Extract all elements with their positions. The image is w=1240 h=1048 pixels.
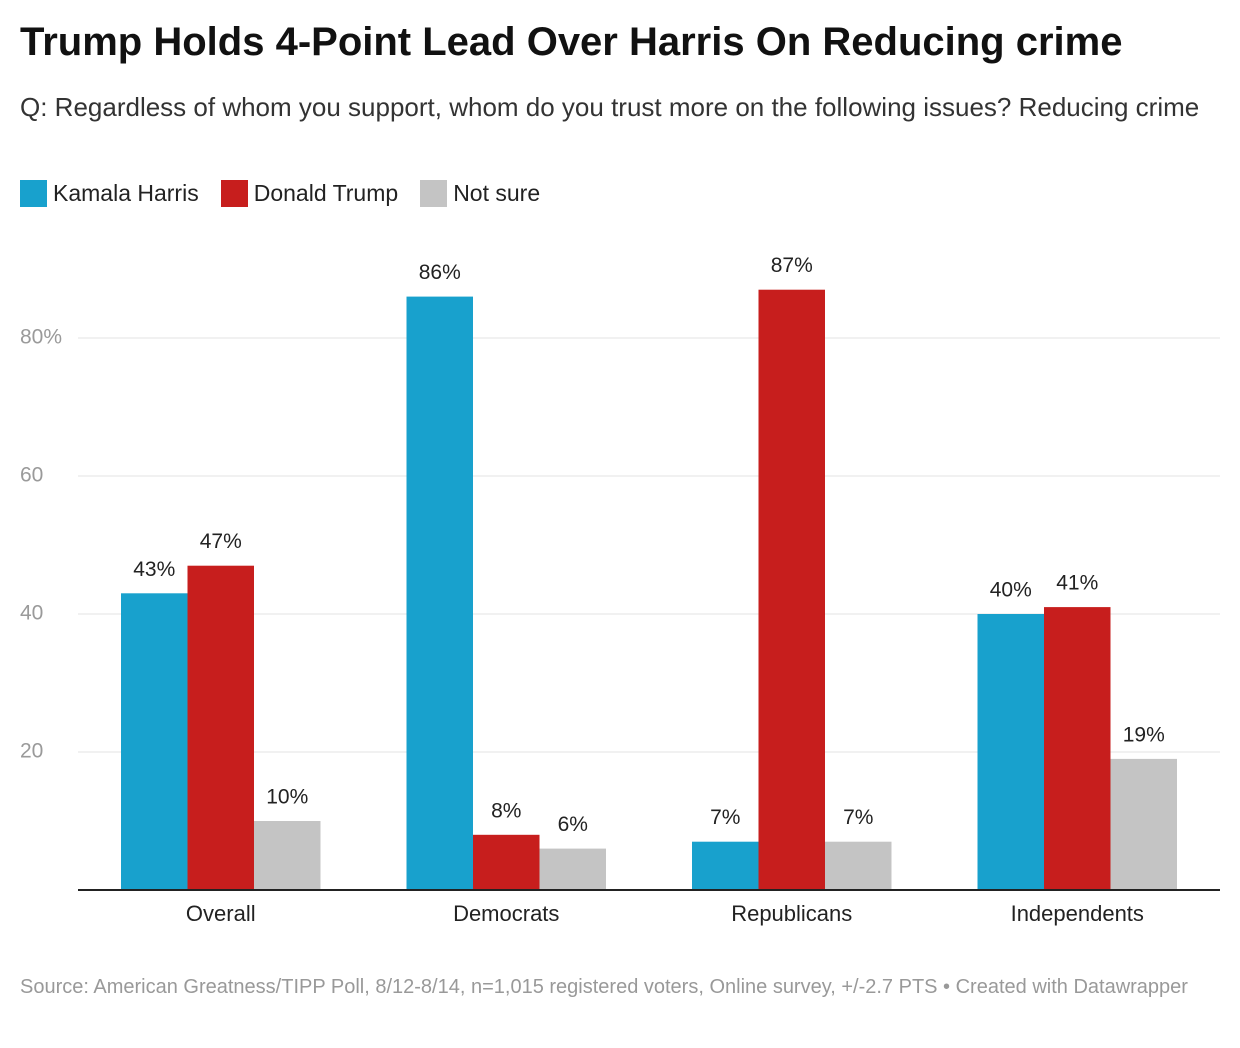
y-tick-label: 60 — [20, 464, 43, 487]
y-tick-label: 40 — [20, 602, 43, 625]
legend-item: Not sure — [420, 180, 540, 207]
bar — [1044, 607, 1111, 890]
value-label: 8% — [491, 799, 521, 822]
bar — [187, 565, 254, 890]
value-label: 10% — [266, 786, 308, 809]
value-label: 6% — [558, 813, 588, 836]
chart-subtitle: Q: Regardless of whom you support, whom … — [20, 92, 1200, 122]
value-label: 43% — [133, 558, 175, 581]
bar — [254, 821, 321, 890]
value-label: 41% — [1056, 572, 1098, 595]
bar — [473, 834, 540, 890]
source-note: Source: American Greatness/TIPP Poll, 8/… — [20, 976, 1188, 998]
legend-swatch — [20, 180, 47, 207]
bar — [121, 593, 188, 890]
x-tick-label: Republicans — [731, 901, 852, 926]
legend-item: Donald Trump — [220, 180, 399, 207]
value-label: 86% — [419, 261, 461, 284]
legend-swatch — [220, 180, 248, 207]
legend-swatch — [420, 180, 448, 207]
value-label: 7% — [710, 806, 740, 829]
x-tick-label: Democrats — [453, 901, 559, 926]
value-label: 40% — [990, 579, 1032, 602]
legend: Kamala Harris Donald Trump Not sure — [20, 180, 540, 207]
bar — [977, 614, 1044, 890]
value-label: 19% — [1123, 723, 1165, 746]
value-label: 47% — [200, 530, 242, 553]
y-tick-label: 80% — [20, 326, 62, 349]
legend-label: Kamala Harris — [53, 180, 199, 206]
bar — [825, 841, 892, 890]
x-tick-label: Overall — [186, 901, 256, 926]
legend-label: Donald Trump — [253, 180, 399, 206]
bar — [1110, 758, 1177, 890]
bar — [539, 848, 606, 890]
bar — [758, 289, 825, 890]
y-tick-label: 20 — [20, 740, 43, 763]
value-label: 87% — [771, 254, 813, 277]
x-tick-label: Independents — [1011, 901, 1144, 926]
legend-item: Kamala Harris — [20, 180, 199, 207]
chart-title: Trump Holds 4-Point Lead Over Harris On … — [20, 20, 1123, 64]
bar — [692, 841, 759, 890]
bar — [406, 296, 473, 891]
value-label: 7% — [843, 806, 873, 829]
legend-label: Not sure — [453, 180, 541, 206]
